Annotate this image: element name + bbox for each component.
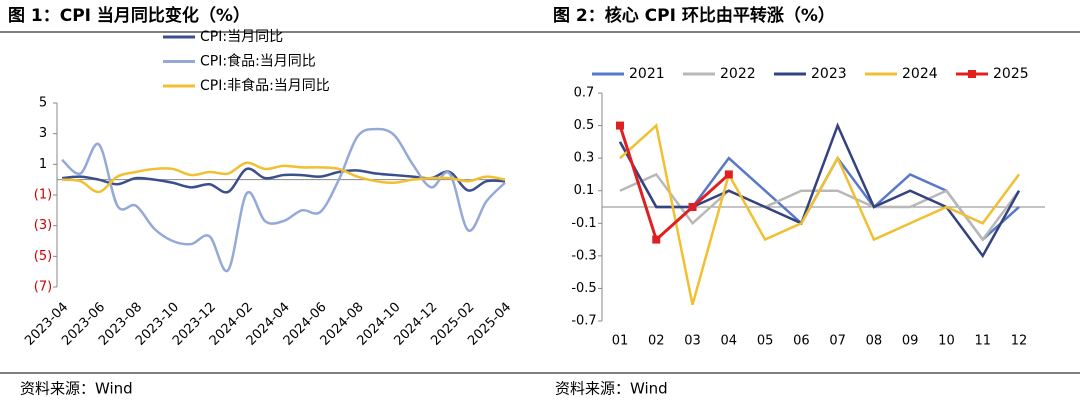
y-tick-label: (7): [34, 280, 52, 295]
legend-label: 2023: [811, 66, 847, 82]
y-tick-label: 0.1: [574, 183, 595, 198]
y-tick-label: 1: [39, 157, 47, 172]
series-line: [618, 122, 1021, 259]
y-tick-label: (3): [34, 218, 52, 233]
y-tick-label: -0.7: [571, 314, 596, 329]
chart-title: 图 2：核心 CPI 环比由平转涨（%）: [553, 5, 835, 26]
x-tick-label: 01: [612, 334, 629, 349]
legend-label: CPI:当月同比: [200, 29, 283, 45]
x-tick-label: 07: [829, 334, 846, 349]
legend-label: CPI:非食品:当月同比: [200, 77, 330, 94]
x-tick-label: 09: [902, 334, 919, 349]
marker: [616, 121, 624, 130]
marker: [724, 170, 733, 179]
x-tick-label: 05: [757, 334, 774, 349]
source: 资料来源：Wind: [20, 380, 133, 398]
x-tick-label: 10: [938, 334, 955, 349]
marker: [652, 235, 661, 244]
legend-marker: [968, 70, 976, 78]
legend-label: 2021: [629, 66, 665, 82]
legend-label: CPI:食品:当月同比: [200, 53, 316, 70]
y-tick-label: 0.5: [574, 118, 595, 133]
source: 资料来源：Wind: [555, 380, 668, 398]
x-tick-label: 11: [974, 334, 991, 349]
x-tick-label: 06: [793, 334, 810, 349]
series-line: [619, 123, 1021, 306]
y-tick-label: 3: [39, 126, 47, 141]
legend-label: 2022: [720, 66, 756, 82]
y-tick-label: (5): [34, 249, 52, 264]
legend-label: 2025: [993, 66, 1029, 82]
x-tick-label: 04: [721, 334, 738, 349]
x-tick-label: 02: [648, 334, 665, 349]
x-tick-label: 08: [866, 334, 883, 349]
marker: [688, 203, 697, 211]
y-tick-label: (1): [34, 188, 52, 203]
legend-label: 2024: [902, 66, 938, 82]
series-line: [61, 127, 506, 273]
y-tick-label: -0.3: [571, 248, 596, 263]
y-tick-label: 5: [39, 96, 47, 111]
x-tick-label: 03: [684, 334, 701, 349]
series-line: [618, 125, 730, 243]
x-tick-label: 12: [1011, 334, 1028, 349]
y-tick-label: 0.3: [574, 151, 595, 166]
y-tick-label: 0.7: [574, 86, 595, 101]
y-tick-label: -0.5: [571, 281, 596, 296]
y-tick-label: -0.1: [571, 216, 596, 231]
chart-title: 图 1：CPI 当月同比变化（%）: [8, 5, 250, 26]
series-line: [61, 161, 506, 194]
